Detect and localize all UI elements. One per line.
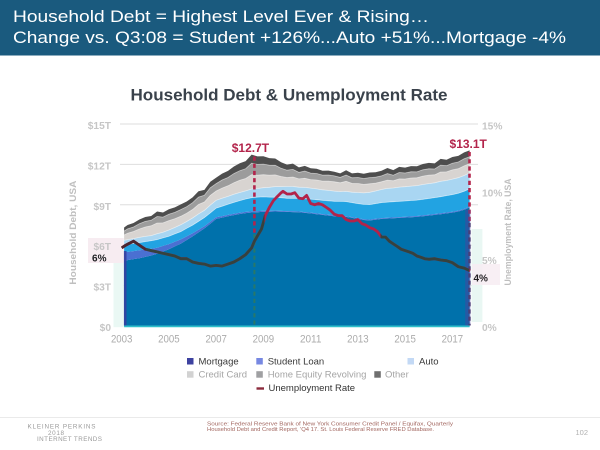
svg-text:5%: 5% xyxy=(482,256,497,267)
svg-text:Mortgage: Mortgage xyxy=(199,356,239,367)
svg-text:6%: 6% xyxy=(92,254,107,265)
svg-text:$12T: $12T xyxy=(88,161,112,172)
svg-text:2005: 2005 xyxy=(158,334,180,346)
svg-text:INTERNET TRENDS: INTERNET TRENDS xyxy=(37,436,102,443)
svg-text:2017: 2017 xyxy=(442,334,464,346)
svg-text:Household Debt & Unemployment: Household Debt & Unemployment Rate xyxy=(131,85,448,104)
svg-text:KLEINER PERKINS: KLEINER PERKINS xyxy=(28,424,96,431)
svg-text:$6T: $6T xyxy=(93,242,111,253)
svg-text:2015: 2015 xyxy=(394,334,416,346)
svg-text:Other: Other xyxy=(385,370,409,381)
svg-text:Credit Card: Credit Card xyxy=(199,370,248,381)
svg-text:$0: $0 xyxy=(100,323,112,334)
svg-text:Household Debt = Highest Level: Household Debt = Highest Level Ever & Ri… xyxy=(13,8,429,26)
svg-text:2011: 2011 xyxy=(300,334,322,346)
svg-text:Unemployment Rate, USA: Unemployment Rate, USA xyxy=(503,178,513,285)
svg-text:$13.1T: $13.1T xyxy=(450,137,488,151)
svg-text:Student Loan: Student Loan xyxy=(268,356,325,367)
svg-text:102: 102 xyxy=(576,428,589,437)
svg-text:2013: 2013 xyxy=(347,334,369,346)
svg-text:4%: 4% xyxy=(474,274,489,285)
svg-text:$9T: $9T xyxy=(93,202,111,213)
svg-text:Source: Federal Reserve Bank o: Source: Federal Reserve Bank of New York… xyxy=(207,421,453,427)
svg-text:Auto: Auto xyxy=(419,356,439,367)
svg-text:Household Debt, USA: Household Debt, USA xyxy=(68,180,78,284)
svg-text:0%: 0% xyxy=(482,323,497,334)
svg-text:Unemployment Rate: Unemployment Rate xyxy=(269,383,356,394)
svg-text:10%: 10% xyxy=(482,189,502,200)
svg-text:$12.7T: $12.7T xyxy=(232,141,270,155)
svg-text:2018: 2018 xyxy=(48,430,64,437)
svg-text:$3T: $3T xyxy=(93,283,111,294)
svg-text:2009: 2009 xyxy=(253,334,275,346)
svg-text:2003: 2003 xyxy=(111,334,133,346)
svg-text:$15T: $15T xyxy=(88,121,112,132)
svg-text:Household Debt and Credit Repo: Household Debt and Credit Report, 'Q4 17… xyxy=(207,427,434,433)
svg-text:Home Equity Revolving: Home Equity Revolving xyxy=(268,370,367,381)
svg-text:Change vs. Q3:08 = Student +12: Change vs. Q3:08 = Student +126%...Auto … xyxy=(13,29,566,47)
svg-text:15%: 15% xyxy=(482,121,502,132)
svg-text:2007: 2007 xyxy=(205,334,227,346)
